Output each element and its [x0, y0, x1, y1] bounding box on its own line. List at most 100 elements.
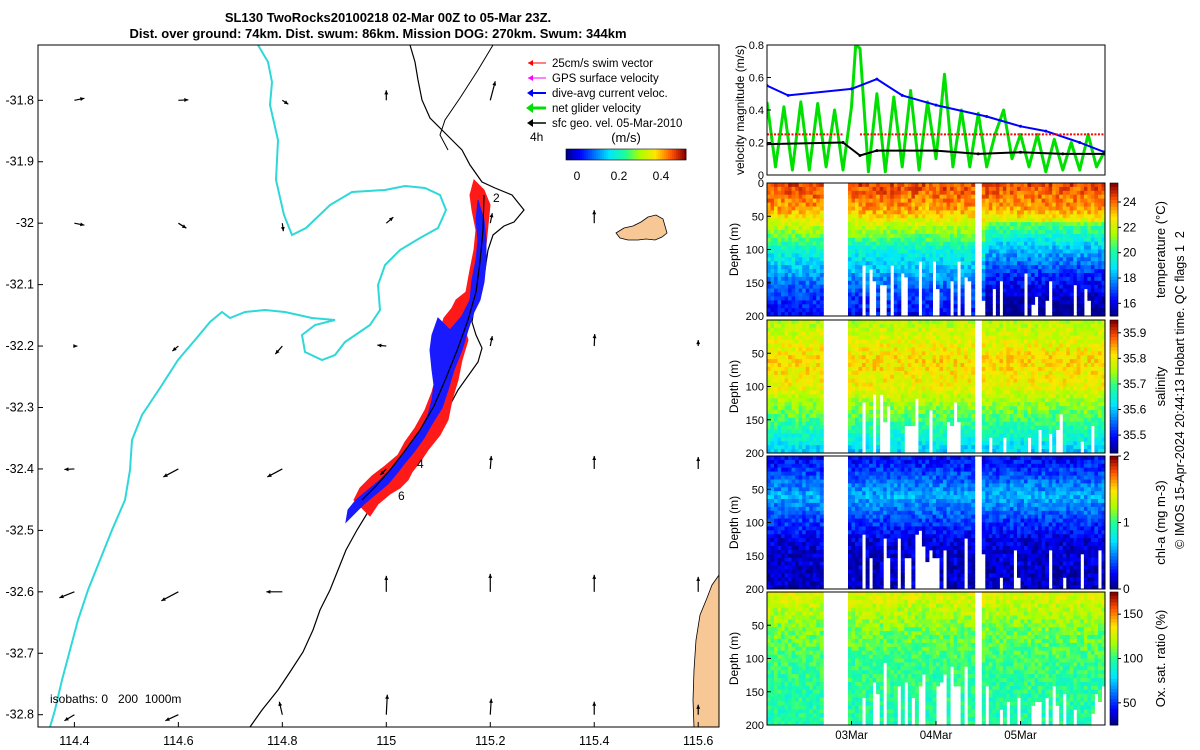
surface-vector-arrow: [74, 222, 85, 227]
profile-cell: [819, 394, 824, 399]
profile-cell: [791, 269, 796, 274]
profile-cell: [939, 226, 944, 231]
profile-cell: [795, 233, 800, 239]
track-label-4: 4: [417, 457, 424, 471]
profile-cell: [1066, 280, 1071, 286]
profile-cell: [1087, 288, 1092, 293]
profile-cell: [770, 214, 775, 219]
profile-cell: [1017, 257, 1021, 262]
profile-cell: [1013, 265, 1018, 270]
profile-cell: [1055, 202, 1060, 207]
profile-cell: [953, 300, 958, 305]
profile-cell: [851, 449, 856, 453]
profile-cell: [809, 370, 814, 376]
profile-cell: [1006, 296, 1011, 301]
profile-cell: [1041, 284, 1046, 290]
profile-cell: [777, 210, 782, 215]
profile-cell: [798, 331, 803, 337]
profile-cell: [921, 402, 926, 407]
profile-cell: [1045, 198, 1050, 203]
profile-cell: [1041, 296, 1046, 301]
profile-cell: [767, 249, 771, 254]
profile-cell: [879, 378, 884, 384]
profile-cell: [988, 327, 993, 333]
profile-cell: [967, 218, 972, 223]
profile-cell: [788, 425, 793, 430]
profile-cell: [862, 183, 867, 188]
profile-cell: [862, 390, 867, 395]
profile-cell: [788, 378, 793, 384]
profile-cell: [939, 257, 944, 262]
profile-cell: [770, 335, 775, 340]
profile-cell: [1055, 296, 1060, 301]
profile-cell: [914, 382, 919, 387]
profile-cell: [795, 398, 800, 403]
profile-cell: [929, 194, 933, 200]
profile-cell: [781, 186, 786, 192]
profile-cell: [1038, 308, 1043, 313]
profile-cell: [943, 284, 947, 290]
profile-cell: [1087, 222, 1092, 227]
profile-cell: [995, 355, 1000, 360]
profile-cell: [1083, 253, 1088, 258]
profile-cell: [777, 218, 782, 223]
profile-cell: [812, 386, 817, 391]
profile-cell: [1017, 202, 1021, 207]
profile-cell: [1094, 312, 1099, 316]
profile-cell: [1013, 226, 1018, 231]
profile-cell: [981, 402, 986, 407]
profile-cell: [1041, 214, 1046, 219]
profile-cell: [971, 413, 976, 419]
profile-cell: [851, 335, 856, 340]
profile-cell: [809, 429, 814, 434]
profile-cell: [819, 284, 824, 290]
profile-cell: [770, 366, 775, 372]
surface-vector-arrow: [384, 575, 389, 592]
profile-cell: [1024, 261, 1028, 266]
profile-cell: [872, 241, 877, 247]
profile-cell: [798, 363, 803, 368]
profile-cell: [918, 183, 923, 188]
profile-cell: [886, 237, 891, 243]
profile-cell: [777, 378, 782, 384]
profile-cell: [914, 194, 919, 200]
profile-cell: [1027, 249, 1032, 254]
series-point: [1061, 152, 1065, 156]
profile-cell: [1062, 198, 1067, 203]
profile-cell: [918, 194, 923, 200]
velocity-series: [767, 45, 1105, 174]
profile-cell: [851, 249, 856, 254]
profile-cell: [1002, 406, 1007, 411]
profile-cell: [1055, 292, 1060, 297]
profile-cell: [929, 222, 933, 227]
profile-cell: [774, 202, 778, 207]
profile-cell: [960, 437, 965, 442]
profile-cell: [946, 390, 951, 395]
profile-cell: [879, 347, 884, 352]
profile-cell: [939, 421, 944, 427]
profile-cell: [1013, 339, 1018, 344]
profile-cell: [812, 257, 817, 262]
profile-cell: [1024, 183, 1028, 188]
profile-cell: [795, 237, 800, 243]
profile-cell: [788, 312, 793, 316]
profile-cell: [904, 273, 909, 278]
profile-cell: [1031, 284, 1036, 290]
profile-cell: [805, 417, 810, 423]
profile-cell: [869, 335, 874, 340]
surface-vector-arrow: [73, 344, 78, 349]
profile-cell: [1048, 273, 1053, 278]
profile-cell: [777, 265, 782, 270]
colorbar-cell: [1110, 272, 1118, 277]
profile-cell: [767, 390, 771, 395]
colorbar-tick-label: 24: [1123, 195, 1137, 209]
profile-cell: [1017, 218, 1021, 223]
profile-cell: [981, 210, 986, 215]
profile-cell: [925, 214, 930, 219]
profile-cell: [883, 347, 888, 352]
profile-cell: [862, 374, 867, 380]
profile-cell: [943, 312, 947, 316]
profile-cell: [897, 190, 902, 196]
profile-cell: [886, 186, 891, 192]
profile-cell: [932, 186, 937, 192]
